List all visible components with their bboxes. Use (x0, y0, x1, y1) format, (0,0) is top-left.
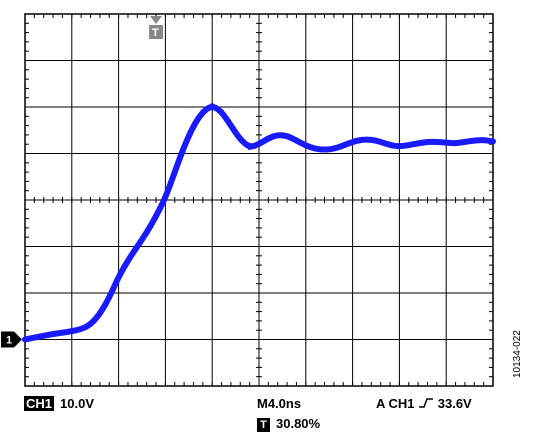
trigger-point-icon (150, 16, 163, 24)
trace-point (481, 137, 487, 143)
trace-point (340, 143, 346, 149)
trace-point (116, 274, 122, 280)
trace-point (265, 135, 271, 141)
figure-id: 10134-022 (512, 330, 523, 378)
trigger-position-value: 30.80% (276, 416, 321, 431)
trigger-level: 33.6V (434, 396, 472, 411)
trace-point (387, 142, 393, 148)
trace-point (284, 133, 290, 139)
trace-point (303, 143, 309, 149)
trace-point (471, 137, 477, 143)
trace-point (200, 109, 206, 115)
trace-point (359, 137, 365, 143)
trigger-source: A CH1 (376, 396, 419, 411)
trigger-position-badge: T (257, 418, 270, 432)
trace-point (424, 139, 430, 145)
trace-point (172, 169, 178, 175)
trace-point (331, 146, 337, 152)
trace-point (434, 139, 440, 145)
trace-point (106, 295, 112, 301)
trace-point (406, 142, 412, 148)
trace-point (190, 123, 196, 129)
trace-point (378, 139, 384, 145)
trace-point (462, 139, 468, 145)
trace-point (22, 337, 28, 342)
trace-point (162, 195, 168, 201)
marker-layer: 1T (1, 16, 164, 348)
channel-marker-label: 1 (6, 335, 12, 347)
trigger-readout: A CH1 33.6V (376, 396, 472, 411)
trace-point (78, 326, 84, 332)
trace-point (209, 103, 215, 109)
rising-edge-icon (419, 398, 434, 408)
trace-point (181, 144, 187, 150)
trace-point (256, 141, 262, 147)
trace-point (350, 139, 356, 145)
trace-point (50, 331, 56, 337)
trigger-marker-box (149, 25, 164, 39)
trace-layer (22, 103, 496, 343)
trace-point (312, 146, 318, 152)
trace-point (490, 138, 496, 144)
trace-point (153, 213, 159, 219)
trace-point (219, 109, 225, 115)
trace-point (322, 147, 328, 153)
channel-scale: CH1 10.0V (24, 396, 94, 411)
trace-point (144, 230, 150, 236)
trace-point (64, 329, 70, 335)
trace-point (228, 123, 234, 129)
trace-point (368, 137, 374, 143)
timebase-value: M4.0ns (257, 396, 302, 411)
timebase-readout: M4.0ns (257, 396, 301, 411)
trace-point (88, 322, 94, 328)
trigger-position-readout: T 30.80% (257, 416, 320, 432)
trace-point (415, 140, 421, 146)
trace-point (293, 137, 299, 143)
trace-point (443, 140, 449, 146)
channel-ground-marker (1, 331, 22, 348)
trace-point (396, 144, 402, 150)
trace-point (125, 257, 131, 263)
trace-point (237, 137, 243, 143)
trace-point (36, 334, 42, 340)
trace-point (247, 144, 253, 150)
channel-badge: CH1 (24, 396, 55, 411)
trace-point (97, 311, 103, 317)
trigger-marker-label: T (152, 27, 159, 39)
volts-per-div: 10.0V (60, 396, 94, 411)
trace-point (453, 140, 459, 146)
trace-point (134, 244, 140, 249)
trace-point (275, 132, 281, 138)
